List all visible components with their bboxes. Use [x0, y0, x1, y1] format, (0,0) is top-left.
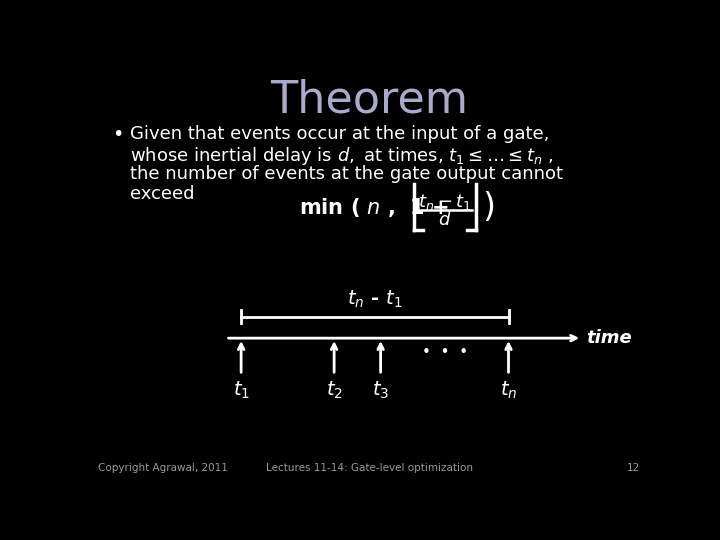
Text: the number of events at the gate output cannot: the number of events at the gate output … [130, 165, 563, 183]
Text: $d$: $d$ [438, 211, 451, 229]
Text: $t_n$: $t_n$ [500, 380, 517, 401]
Text: min ( $n$ ,  1 +: min ( $n$ , 1 + [300, 195, 449, 219]
Text: $t_1$: $t_1$ [233, 380, 250, 401]
Text: exceed: exceed [130, 185, 195, 203]
Text: •  •  •: • • • [421, 345, 467, 360]
Text: Lectures 11-14: Gate-level optimization: Lectures 11-14: Gate-level optimization [266, 463, 472, 473]
Text: ): ) [482, 191, 495, 224]
Text: whose inertial delay is $d,$ at times, $t_1 \leq \ldots \leq t_n$ ,: whose inertial delay is $d,$ at times, $… [130, 145, 554, 167]
Text: $t_n$ - $t_1$: $t_n$ - $t_1$ [347, 289, 402, 310]
Text: 12: 12 [627, 463, 640, 473]
Text: $t_2$: $t_2$ [325, 380, 343, 401]
Text: time: time [586, 329, 631, 347]
Text: $t_3$: $t_3$ [372, 380, 390, 401]
Text: Theorem: Theorem [270, 79, 468, 122]
Text: Copyright Agrawal, 2011: Copyright Agrawal, 2011 [98, 463, 228, 473]
Text: •: • [112, 125, 123, 144]
Text: Given that events occur at the input of a gate,: Given that events occur at the input of … [130, 125, 549, 143]
Text: $t_n - t_1$: $t_n - t_1$ [418, 192, 472, 212]
